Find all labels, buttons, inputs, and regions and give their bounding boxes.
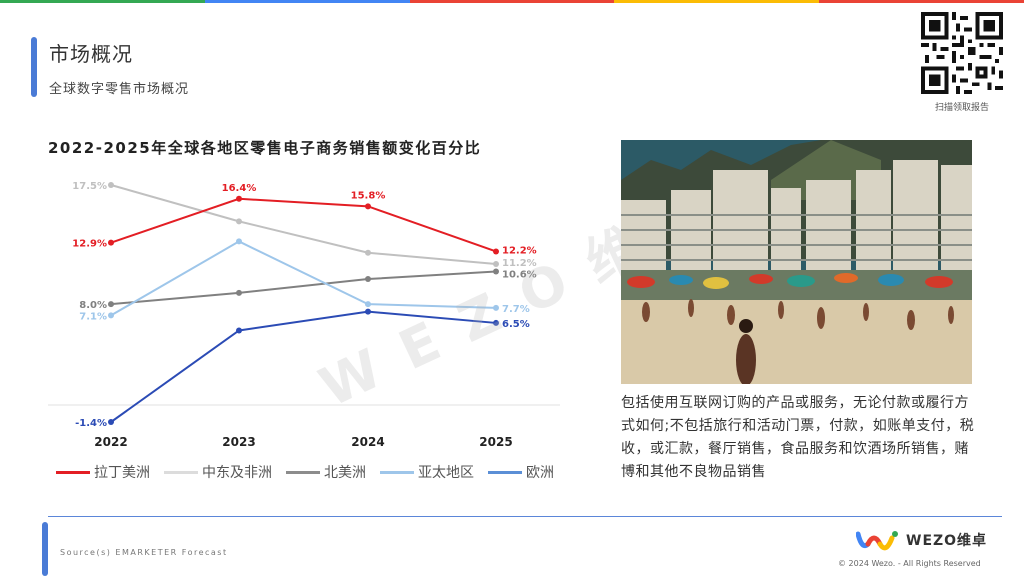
x-tick-label: 2024 xyxy=(351,435,384,449)
page-subtitle: 全球数字零售市场概况 xyxy=(49,82,190,97)
legend-swatch xyxy=(286,470,320,474)
series-line xyxy=(110,197,497,253)
topbar-segment xyxy=(819,0,1024,3)
topbar-segment xyxy=(204,0,410,3)
brand-logo: WEZO维卓 xyxy=(856,528,987,552)
topbar-segment xyxy=(0,0,205,3)
data-label: 17.5% xyxy=(72,181,107,192)
data-point xyxy=(108,301,114,308)
legend-label: 中东及非洲 xyxy=(202,465,272,481)
source-note: Source(s) EMARKETER Forecast xyxy=(60,548,228,557)
data-label: 7.1% xyxy=(79,311,107,322)
series-line xyxy=(110,270,497,306)
data-point xyxy=(236,289,242,296)
chart-legend: 拉丁美洲 中东及非洲 北美洲 亚太地区 欧洲 xyxy=(56,462,568,482)
page-title: 市场概况 xyxy=(49,42,133,66)
footer-divider xyxy=(48,516,1002,517)
data-point xyxy=(365,276,371,283)
data-point xyxy=(236,218,242,225)
series-line xyxy=(110,310,497,423)
data-label: -1.4% xyxy=(75,418,107,429)
data-point xyxy=(365,203,371,210)
x-tick-label: 2022 xyxy=(94,435,127,449)
data-point xyxy=(365,249,371,256)
description-text: 包括使用互联网订购的产品或服务，无论付款或履行方式如何;不包括旅行和活动门票，付… xyxy=(621,395,975,480)
x-tick-label: 2023 xyxy=(222,435,255,449)
data-point xyxy=(493,261,499,267)
data-label: 11.2% xyxy=(502,258,537,269)
data-label: 15.8% xyxy=(351,190,386,201)
wezo-logo-icon xyxy=(856,531,898,551)
data-point xyxy=(493,319,499,326)
legend-swatch xyxy=(488,470,522,474)
topbar-segment xyxy=(614,0,820,3)
data-label: 7.7% xyxy=(502,304,530,315)
data-label: 8.0% xyxy=(79,300,107,311)
copyright: © 2024 Wezo. - All Rights Reserved xyxy=(838,559,981,568)
chart-title: 2022-2025年全球各地区零售电子商务销售额变化百分比 xyxy=(48,139,482,157)
legend-item: 欧洲 xyxy=(488,462,554,482)
x-tick-label: 2025 xyxy=(479,435,512,449)
data-point xyxy=(108,239,114,246)
qr-code-icon[interactable] xyxy=(921,12,1003,94)
line-chart: 2022 2023 2024 2025 12.9% 16.4% 15.8% 12.2% 17.5… xyxy=(48,181,560,449)
legend-item: 拉丁美洲 xyxy=(56,462,150,482)
series-line xyxy=(110,240,497,317)
data-point xyxy=(493,304,499,311)
series-line xyxy=(110,184,497,265)
data-point xyxy=(236,195,242,202)
legend-label: 亚太地区 xyxy=(418,465,474,481)
legend-item: 中东及非洲 xyxy=(164,462,272,482)
beach-city-photo xyxy=(621,140,972,384)
data-label: 6.5% xyxy=(502,319,530,330)
title-accent-bar xyxy=(31,37,37,97)
legend-label: 欧洲 xyxy=(526,465,554,481)
legend-swatch xyxy=(56,470,90,474)
data-point xyxy=(108,182,114,188)
data-point xyxy=(108,419,114,425)
legend-item: 亚太地区 xyxy=(380,462,474,482)
footer-accent-bar xyxy=(42,522,48,576)
data-point xyxy=(365,301,371,308)
qr-caption: 扫描领取报告 xyxy=(934,103,989,113)
data-label: 16.4% xyxy=(222,183,257,194)
legend-swatch xyxy=(164,470,198,474)
data-label: 10.6% xyxy=(502,270,537,281)
legend-label: 拉丁美洲 xyxy=(94,465,150,481)
data-point xyxy=(236,327,242,334)
topbar-segment xyxy=(409,0,615,3)
data-label: 12.9% xyxy=(72,239,107,250)
legend-item: 北美洲 xyxy=(286,462,366,482)
data-point xyxy=(236,238,242,245)
data-point xyxy=(108,312,114,319)
top-color-bar xyxy=(0,0,1024,3)
logo-text: WEZO维卓 xyxy=(906,533,988,549)
data-label: 12.2% xyxy=(502,245,537,256)
data-point xyxy=(365,308,371,315)
data-point xyxy=(493,268,499,275)
data-point xyxy=(493,248,499,255)
legend-swatch xyxy=(380,470,414,474)
legend-label: 北美洲 xyxy=(324,465,366,481)
